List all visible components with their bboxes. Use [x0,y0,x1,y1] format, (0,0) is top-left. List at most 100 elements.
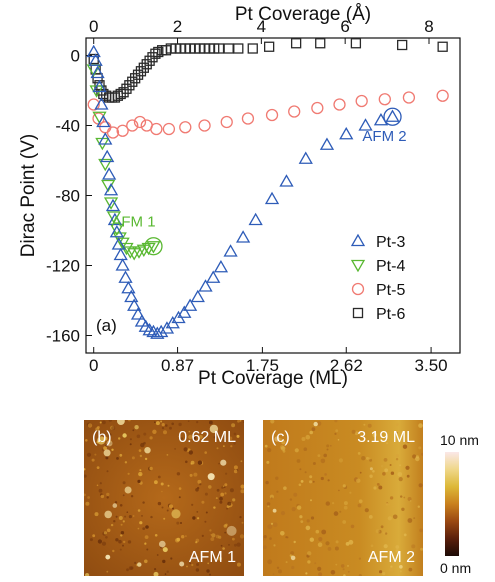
afm-grain [223,524,228,528]
afm-panel-label: (b) [92,429,112,446]
afm-grain [105,536,108,539]
afm-grain [318,572,323,576]
afm-grain [383,458,388,462]
afm-grain [224,531,227,534]
data-point [127,298,142,311]
afm-grain [266,460,270,464]
afm-grain [120,531,125,535]
data-point [162,122,176,136]
afm-grain [179,561,185,567]
afm-grain [84,468,86,471]
afm-grain [87,423,93,428]
afm-grain [124,486,132,494]
afm-grain [139,521,143,525]
data-point [141,59,152,70]
afm-grain [263,535,267,539]
afm-grain [363,423,366,426]
data-point [355,94,368,108]
afm-grain [354,431,359,436]
afm-grain [334,432,337,435]
afm-grain [420,547,423,551]
afm-grain [161,490,163,493]
afm-grain [330,570,336,575]
afm-grain [112,549,115,553]
afm-grain [312,462,316,465]
afm-grain [267,559,273,565]
afm-grain [343,574,346,576]
afm-grain [142,527,146,530]
afm-image-name: AFM 2 [367,549,415,566]
afm-grain [122,433,127,438]
data-point [86,44,101,58]
afm-grain [368,457,371,460]
afm-grain [115,515,118,518]
series-pt-6 [88,38,448,103]
afm-grain [389,464,392,466]
legend-label: Pt-3 [376,234,405,251]
afm-grain [228,544,230,546]
x-tick-label-top: 6 [340,17,349,36]
afm-grain [229,488,234,493]
afm-grain [105,554,111,560]
data-point [103,182,119,196]
afm-grain [335,563,338,566]
data-point [130,307,146,320]
afm-grain [218,556,223,561]
x-tick-label-bottom: 2.62 [330,356,363,375]
afm-grain [136,434,141,439]
afm-grain [296,505,302,510]
afm-grain [199,435,203,439]
afm-grain [209,529,212,532]
afm-grain [128,515,132,519]
data-point [92,73,103,84]
afm-grain [359,433,363,436]
afm-grain [294,448,299,453]
afm-grain [103,531,107,535]
afm-grain [231,423,236,428]
y-tick-label: 0 [71,47,80,66]
afm-grain [118,539,122,544]
afm-grain [137,479,141,483]
afm-grain [395,458,399,461]
afm-grain [398,477,403,482]
data-point [121,280,136,294]
afm-grain [368,515,373,519]
afm-grain [196,486,200,490]
afm-grain [96,466,100,469]
legend-marker [350,233,366,247]
afm-grain [367,423,372,428]
afm-grain [266,502,271,506]
afm-grain [263,545,267,549]
afm-grain [399,570,402,573]
data-point [98,132,113,145]
data-point [88,53,103,66]
afm-grain [130,495,134,498]
afm-grain [296,459,301,463]
data-point [127,76,138,87]
afm-grain [118,516,123,520]
afm-grain [275,476,279,480]
afm-grain [389,567,394,572]
afm-grain [289,498,293,501]
data-point [177,305,192,318]
afm-grain [86,452,92,457]
afm-grain [189,473,193,477]
afm-grain [169,426,172,430]
afm-grain [137,562,142,567]
data-point [198,119,211,132]
afm-grain [305,525,311,531]
afm-grain [307,551,312,556]
data-point [235,230,251,243]
afm-grain [178,487,182,490]
afm-grain [233,442,236,445]
afm-grain [186,565,188,568]
afm-grain [201,500,205,504]
afm-grain [382,572,386,576]
afm-grain [232,498,236,502]
afm-grain [146,548,149,551]
afm-grain [154,480,158,485]
afm-grain [149,436,153,440]
x-tick-label-bottom: 3.50 [415,356,448,375]
afm-grain [290,551,295,555]
